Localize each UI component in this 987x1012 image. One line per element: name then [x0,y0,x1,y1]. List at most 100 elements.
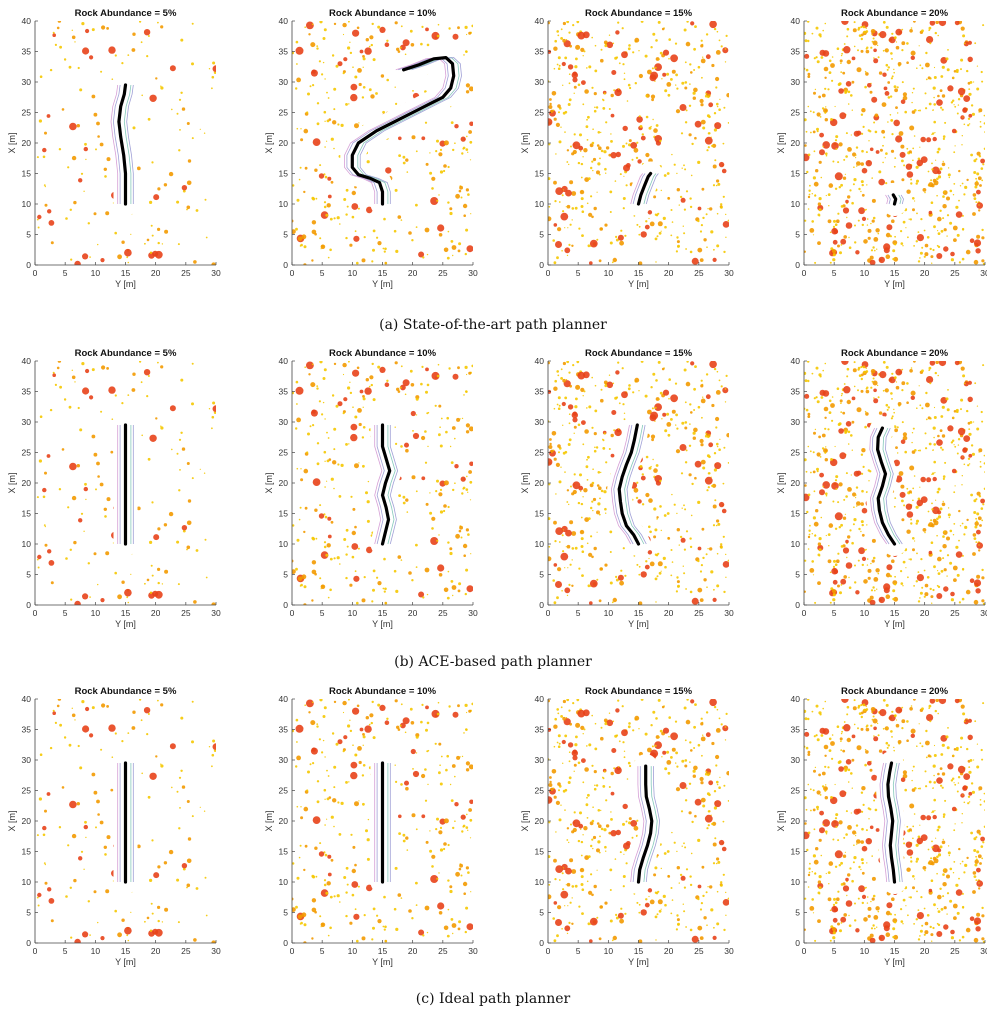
rock-mark [828,183,834,188]
rock-mark [468,470,472,474]
rock-mark [611,748,617,753]
rock-mark [572,702,575,705]
y-tick-label: 30 [535,77,545,87]
rock-mark [465,83,470,88]
rock-mark [316,385,319,387]
rock-mark [712,935,717,941]
rock-mark [932,136,937,142]
rock-mark [383,590,386,593]
rock-mark [656,856,658,858]
rock-mark [901,368,904,371]
rock-mark [900,99,906,104]
rock-mark [466,33,468,36]
rock-mark [869,147,874,152]
rock-mark [108,386,116,394]
rock-mark [973,499,977,503]
rock-mark [168,511,174,517]
rock-mark [440,417,443,420]
rock-mark [586,817,589,819]
rock-mark [811,560,814,563]
rock-mark [297,236,303,241]
rock-mark [424,905,430,911]
rock-mark [465,866,469,870]
rock-mark [866,524,868,526]
rock-mark [592,847,594,850]
rock-mark [936,584,939,587]
rock-mark [212,61,216,65]
rock-mark [664,225,667,229]
rock-mark [928,210,933,215]
rock-mark [609,551,612,553]
rock-mark [57,361,62,363]
rock-mark [69,122,77,131]
rock-mark [952,194,955,196]
rock-mark [323,450,327,454]
rock-mark [587,584,591,588]
x-axis-label: Y [m] [115,957,136,967]
rock-mark [626,778,629,780]
x-tick-label: 20 [408,946,418,956]
rock-mark [975,926,981,932]
rock-mark [946,196,950,201]
rock-mark [688,811,692,815]
rock-mark [580,545,584,548]
x-tick-label: 0 [802,608,807,618]
rock-mark [919,597,921,599]
rock-mark [929,361,936,366]
rock-mark [966,518,969,522]
rock-mark [842,71,846,75]
rock-mark [191,477,194,480]
rock-mark [298,518,301,521]
rock-mark [439,826,443,830]
rock-mark [421,703,424,707]
rock-mark [461,152,464,155]
y-tick-label: 5 [283,230,288,240]
rock-mark [56,26,60,30]
rock-mark [572,827,577,833]
rock-mark [835,135,839,139]
rock-mark [435,490,438,493]
rock-mark [840,402,842,405]
rock-mark [688,782,692,785]
rock-mark [368,723,371,726]
rock-mark [878,71,883,75]
rock-mark [628,143,631,147]
rock-mark [602,785,606,788]
rock-mark [906,511,914,518]
rock-mark [670,732,678,741]
rock-mark [431,516,436,521]
x-tick-label: 25 [694,608,704,618]
rock-mark [292,229,296,234]
rock-mark [638,233,641,236]
rock-mark [398,814,402,819]
rock-mark [447,879,450,882]
rock-mark [430,537,439,545]
rock-mark [841,52,843,55]
rock-mark [314,168,318,172]
rock-mark [871,33,873,36]
rock-mark [710,570,714,574]
rock-mark [562,789,566,793]
rock-mark [814,601,817,604]
y-tick-label: 0 [795,600,800,610]
rock-mark [841,730,843,733]
rock-mark [429,511,433,515]
rock-mark [856,505,858,507]
planned-path [636,171,653,206]
rock-mark [666,82,672,87]
rock-mark [844,431,847,434]
rock-mark [615,370,620,375]
rock-mark [203,810,206,812]
rock-mark [943,924,949,930]
rock-mark [323,110,327,114]
rock-mark [675,928,679,931]
rock-mark [895,381,898,383]
rock-mark [557,905,562,910]
rock-mark [834,187,838,190]
rock-mark [345,443,348,446]
rock-mark [809,184,811,187]
rock-mark [592,157,597,162]
rock-mark [689,875,692,878]
rock-mark [670,574,673,577]
